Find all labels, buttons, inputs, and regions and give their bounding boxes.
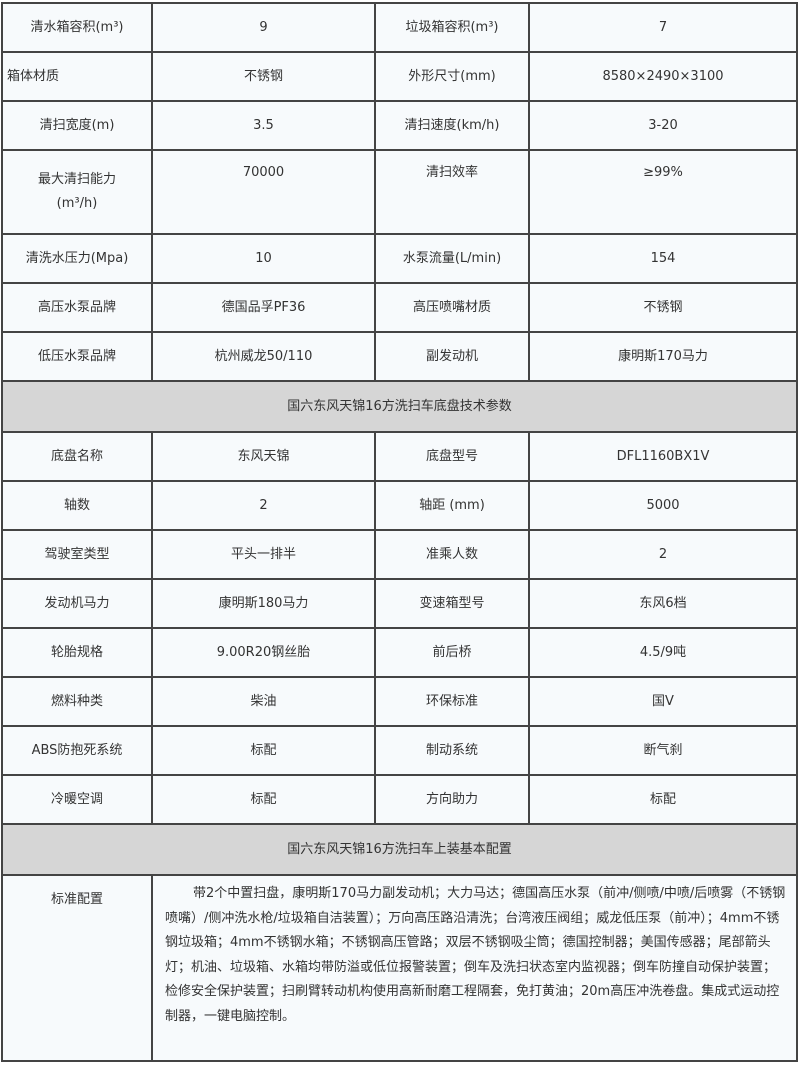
- spec-label: 前后桥: [374, 627, 530, 678]
- table-row: 高压水泵品牌 德国品孚PF36 高压喷嘴材质 不锈钢: [1, 282, 798, 333]
- spec-label: ABS防抱死系统: [1, 725, 153, 776]
- spec-label: 制动系统: [374, 725, 530, 776]
- spec-label: 方向助力: [374, 774, 530, 825]
- table-row: 清水箱容积(m³) 9 垃圾箱容积(m³) 7: [1, 2, 798, 53]
- table-row: 驾驶室类型 平头一排半 准乘人数 2: [1, 529, 798, 580]
- table-row: 冷暖空调 标配 方向助力 标配: [1, 774, 798, 825]
- config-text: 带2个中置扫盘，康明斯170马力副发动机；大力马达；德国高压水泵（前冲/侧喷/中…: [151, 874, 798, 1062]
- spec-label: 最大清扫能力(m³/h): [1, 149, 153, 235]
- table-row: 最大清扫能力(m³/h) 70000 清扫效率 ≥99%: [1, 149, 798, 235]
- spec-value: 8580×2490×3100: [528, 51, 798, 102]
- table-row: 发动机马力 康明斯180马力 变速箱型号 东风6档: [1, 578, 798, 629]
- spec-value: 2: [528, 529, 798, 580]
- spec-label: 清扫效率: [374, 149, 530, 235]
- spec-value: 不锈钢: [528, 282, 798, 333]
- config-row: 标准配置 带2个中置扫盘，康明斯170马力副发动机；大力马达；德国高压水泵（前冲…: [1, 874, 798, 1062]
- spec-value: 3-20: [528, 100, 798, 151]
- spec-label: 清洗水压力(Mpa): [1, 233, 153, 284]
- table-row: 低压水泵品牌 杭州威龙50/110 副发动机 康明斯170马力: [1, 331, 798, 382]
- spec-value: 5000: [528, 480, 798, 531]
- spec-label: 环保标准: [374, 676, 530, 727]
- spec-label: 发动机马力: [1, 578, 153, 629]
- spec-label: 底盘型号: [374, 431, 530, 482]
- spec-value: 7: [528, 2, 798, 53]
- spec-value: 不锈钢: [151, 51, 376, 102]
- spec-value: 标配: [528, 774, 798, 825]
- spec-label: 变速箱型号: [374, 578, 530, 629]
- spec-value: 标配: [151, 725, 376, 776]
- config-label: 标准配置: [1, 874, 153, 1062]
- spec-value: 9: [151, 2, 376, 53]
- spec-value: 东风6档: [528, 578, 798, 629]
- spec-value: 国V: [528, 676, 798, 727]
- spec-label: 外形尺寸(mm): [374, 51, 530, 102]
- spec-label: 驾驶室类型: [1, 529, 153, 580]
- spec-label: 清扫速度(km/h): [374, 100, 530, 151]
- table-row: 轴数 2 轴距 (mm) 5000: [1, 480, 798, 531]
- spec-label: 底盘名称: [1, 431, 153, 482]
- spec-value: DFL1160BX1V: [528, 431, 798, 482]
- spec-label: 准乘人数: [374, 529, 530, 580]
- spec-value: 标配: [151, 774, 376, 825]
- spec-label: 高压喷嘴材质: [374, 282, 530, 333]
- spec-label: 高压水泵品牌: [1, 282, 153, 333]
- spec-label: 轴距 (mm): [374, 480, 530, 531]
- spec-value: 154: [528, 233, 798, 284]
- table-row: 箱体材质 不锈钢 外形尺寸(mm) 8580×2490×3100: [1, 51, 798, 102]
- spec-value: 3.5: [151, 100, 376, 151]
- table-row: 轮胎规格 9.00R20钢丝胎 前后桥 4.5/9吨: [1, 627, 798, 678]
- spec-value: 平头一排半: [151, 529, 376, 580]
- spec-label: 燃料种类: [1, 676, 153, 727]
- spec-label: 清扫宽度(m): [1, 100, 153, 151]
- table-row: 底盘名称 东风天锦 底盘型号 DFL1160BX1V: [1, 431, 798, 482]
- spec-value: 9.00R20钢丝胎: [151, 627, 376, 678]
- spec-label: 清水箱容积(m³): [1, 2, 153, 53]
- spec-value: 4.5/9吨: [528, 627, 798, 678]
- spec-value: 东风天锦: [151, 431, 376, 482]
- spec-value: 杭州威龙50/110: [151, 331, 376, 382]
- spec-value: 断气刹: [528, 725, 798, 776]
- spec-table: 清水箱容积(m³) 9 垃圾箱容积(m³) 7 箱体材质 不锈钢 外形尺寸(mm) 8580×…: [1, 2, 798, 1062]
- spec-value: 德国品孚PF36: [151, 282, 376, 333]
- table-row: 清扫宽度(m) 3.5 清扫速度(km/h) 3-20: [1, 100, 798, 151]
- spec-label: 冷暖空调: [1, 774, 153, 825]
- spec-value: 2: [151, 480, 376, 531]
- spec-label: 低压水泵品牌: [1, 331, 153, 382]
- spec-label: 副发动机: [374, 331, 530, 382]
- spec-value: 70000: [151, 149, 376, 235]
- spec-label: 箱体材质: [1, 51, 153, 102]
- table-row: 清洗水压力(Mpa) 10 水泵流量(L/min) 154: [1, 233, 798, 284]
- table-row: ABS防抱死系统 标配 制动系统 断气刹: [1, 725, 798, 776]
- spec-label: 水泵流量(L/min): [374, 233, 530, 284]
- spec-label: 轮胎规格: [1, 627, 153, 678]
- table-row: 燃料种类 柴油 环保标准 国V: [1, 676, 798, 727]
- spec-value: 康明斯180马力: [151, 578, 376, 629]
- spec-value: 康明斯170马力: [528, 331, 798, 382]
- section-header-config: 国六东风天锦16方洗扫车上装基本配置: [1, 823, 798, 876]
- spec-label: 轴数: [1, 480, 153, 531]
- spec-value: 柴油: [151, 676, 376, 727]
- section-header-chassis: 国六东风天锦16方洗扫车底盘技术参数: [1, 380, 798, 433]
- spec-value: ≥99%: [528, 149, 798, 235]
- spec-label: 垃圾箱容积(m³): [374, 2, 530, 53]
- spec-value: 10: [151, 233, 376, 284]
